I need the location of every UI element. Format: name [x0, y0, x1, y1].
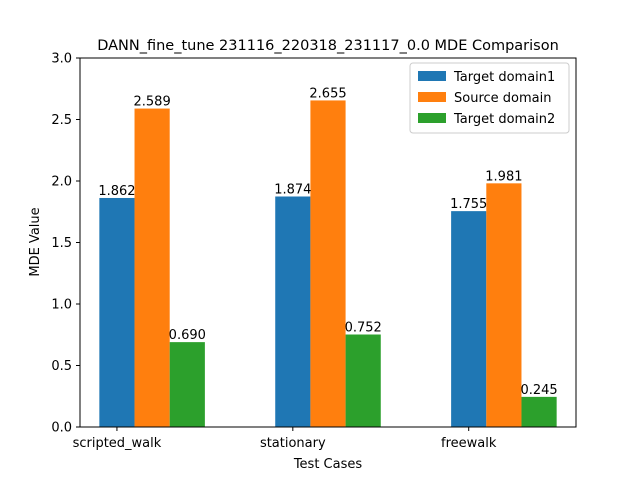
- bars-layer: [99, 100, 557, 427]
- x-tick-label: freewalk: [441, 436, 497, 451]
- bar-value-label: 1.981: [485, 169, 522, 184]
- legend-swatch: [418, 113, 446, 123]
- bar: [486, 183, 522, 427]
- x-tick-label: stationary: [260, 436, 326, 451]
- bar-value-label: 2.655: [309, 86, 346, 101]
- legend-label: Target domain2: [453, 112, 555, 127]
- bar: [275, 196, 311, 427]
- legend-box: [409, 62, 570, 134]
- bar: [310, 100, 346, 427]
- chart-title: DANN_fine_tune 231116_220318_231117_0.0 …: [97, 38, 559, 54]
- bar-value-label: 0.752: [345, 321, 382, 336]
- y-tick-label: 0.5: [51, 359, 72, 374]
- legend-swatch: [418, 71, 446, 81]
- legend-label: Source domain: [454, 91, 551, 106]
- legend-swatch: [418, 92, 446, 102]
- legend: Target domain1 Source domain Target domain…: [409, 62, 570, 134]
- bar-value-label: 1.874: [274, 182, 311, 197]
- bar: [169, 342, 205, 427]
- y-tick-label: 1.5: [51, 236, 72, 251]
- bar-value-label: 1.755: [450, 197, 487, 212]
- bar: [134, 108, 170, 427]
- y-tick-label: 1.0: [51, 298, 72, 313]
- bar-value-label: 0.690: [169, 328, 206, 343]
- bar: [521, 396, 557, 427]
- bar-value-label: 1.862: [98, 184, 135, 199]
- legend-label: Target domain1: [453, 70, 555, 85]
- x-axis-label: Test Cases: [293, 457, 363, 472]
- y-axis-label: MDE Value: [28, 207, 43, 276]
- bar: [99, 197, 135, 427]
- bar-value-label: 0.245: [520, 383, 557, 398]
- y-tick-label: 2.5: [51, 113, 72, 128]
- y-tick-label: 3.0: [51, 52, 72, 67]
- y-tick-label: 2.0: [51, 175, 72, 190]
- x-tick-label: scripted_walk: [73, 436, 162, 451]
- bar: [451, 211, 487, 427]
- bar-labels-layer: 1.862 1.874 1.755 2.589 2.655 1.981 0.690 0.752…: [98, 86, 557, 397]
- x-axis: scripted_walk stationary freewalk: [73, 427, 497, 451]
- y-axis: 0.0 0.5 1.0 1.5 2.0 2.5 3.0: [51, 52, 80, 436]
- bar-value-label: 2.589: [134, 95, 171, 110]
- y-tick-label: 0.0: [51, 421, 72, 436]
- bar: [345, 334, 381, 427]
